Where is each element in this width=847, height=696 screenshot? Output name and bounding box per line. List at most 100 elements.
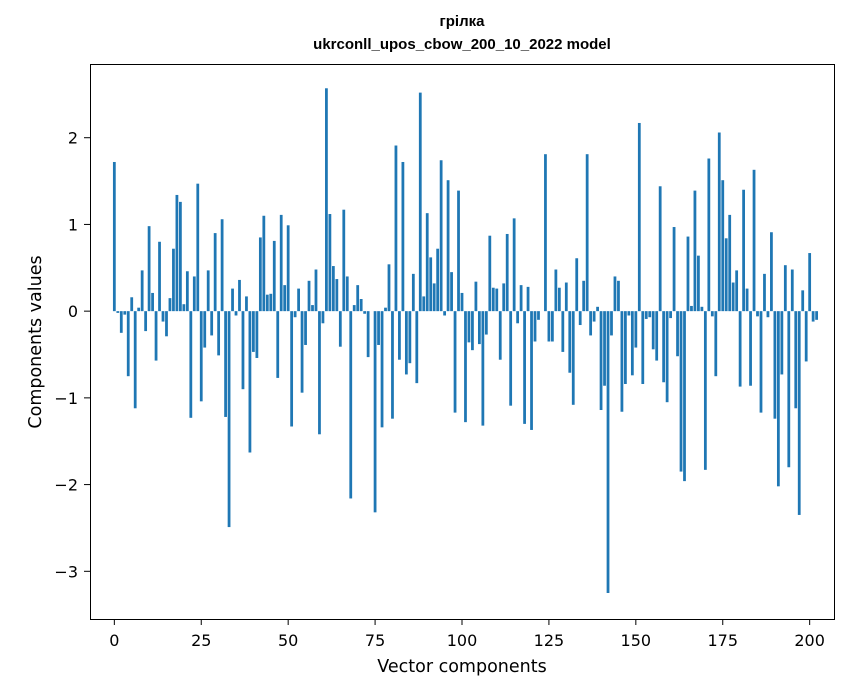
bar-169 [700,306,704,312]
bar-182 [745,288,749,312]
bar-53 [297,288,300,312]
bar-65 [338,311,342,347]
bar-174 [717,132,721,312]
bar-100 [460,292,464,312]
bar-108 [488,235,492,312]
bar-166 [690,305,693,312]
bar-178 [731,282,735,312]
bar-1 [116,311,120,313]
bar-165 [686,236,690,312]
bar-77 [380,311,384,428]
bar-82 [398,311,401,360]
bar-184 [752,169,756,312]
bar-200 [808,253,812,312]
x-tick-label: 75 [365,631,385,650]
bar-198 [801,290,805,312]
bar-2 [119,311,123,333]
bar-202 [815,311,819,320]
bar-149 [630,311,634,376]
chart-title: грілка [439,13,485,30]
bar-99 [457,190,460,312]
bar-105 [477,311,481,345]
bar-102 [467,311,471,343]
bar-138 [592,311,596,322]
bar-112 [502,283,506,312]
bar-172 [710,311,714,317]
bar-191 [776,311,780,487]
bar-92 [432,283,436,312]
bar-59 [318,311,321,435]
bar-187 [763,273,766,312]
bar-177 [728,214,732,312]
bars-group [112,88,819,593]
bar-186 [759,311,763,413]
y-tick-label: −1 [54,389,78,408]
bar-18 [175,194,179,312]
bar-67 [345,276,349,312]
bar-19 [179,201,182,312]
bar-49 [283,285,287,312]
bar-94 [439,160,443,312]
bar-118 [523,311,526,424]
y-tick-label: 0 [68,302,78,321]
bar-68 [349,311,353,499]
bar-17 [172,248,175,312]
bar-133 [575,258,579,312]
bar-38 [245,296,248,312]
y-axis-ticks: −3 −2 −1 0 1 2 [54,129,90,581]
bar-161 [672,227,676,312]
bar-84 [404,311,408,375]
bar-26 [203,311,207,348]
bar-137 [589,311,593,336]
x-tick-label: 100 [447,631,478,650]
bar-30 [217,311,221,356]
bar-60 [321,311,325,324]
bar-120 [530,311,533,430]
bar-10 [147,226,151,312]
bar-147 [624,311,627,384]
bar-128 [557,287,561,312]
bar-57 [311,305,314,312]
bar-115 [512,218,516,312]
bar-127 [554,269,558,312]
bar-87 [415,311,419,384]
bar-66 [342,209,346,312]
bar-88 [418,92,422,312]
bar-194 [787,311,791,468]
bar-150 [634,311,638,348]
y-tick-label: −3 [54,562,78,581]
bar-89 [422,296,426,312]
bar-122 [537,311,540,320]
bar-46 [272,240,276,312]
bar-117 [519,285,523,312]
bar-140 [599,311,603,411]
bar-71 [359,299,363,312]
bar-190 [773,311,777,419]
bar-41 [255,311,259,358]
bar-175 [721,180,725,312]
bar-40 [252,311,255,352]
bar-33 [227,311,231,528]
bar-12 [154,311,158,361]
bar-79 [387,264,391,312]
bar-197 [797,311,801,515]
bar-193 [783,265,787,312]
bar-111 [498,311,502,360]
y-axis-label: Components values [26,255,46,429]
bar-199 [804,311,808,362]
bar-80 [391,311,394,419]
bar-167 [693,190,697,312]
bar-91 [429,257,433,312]
bar-54 [300,311,304,393]
bar-51 [290,311,294,427]
bar-73 [366,311,370,358]
bar-9 [144,311,148,332]
x-tick-label: 175 [707,631,738,650]
bar-52 [293,311,297,318]
bar-189 [770,232,773,312]
bar-121 [533,311,537,342]
bar-192 [780,311,784,375]
bar-148 [627,311,631,316]
